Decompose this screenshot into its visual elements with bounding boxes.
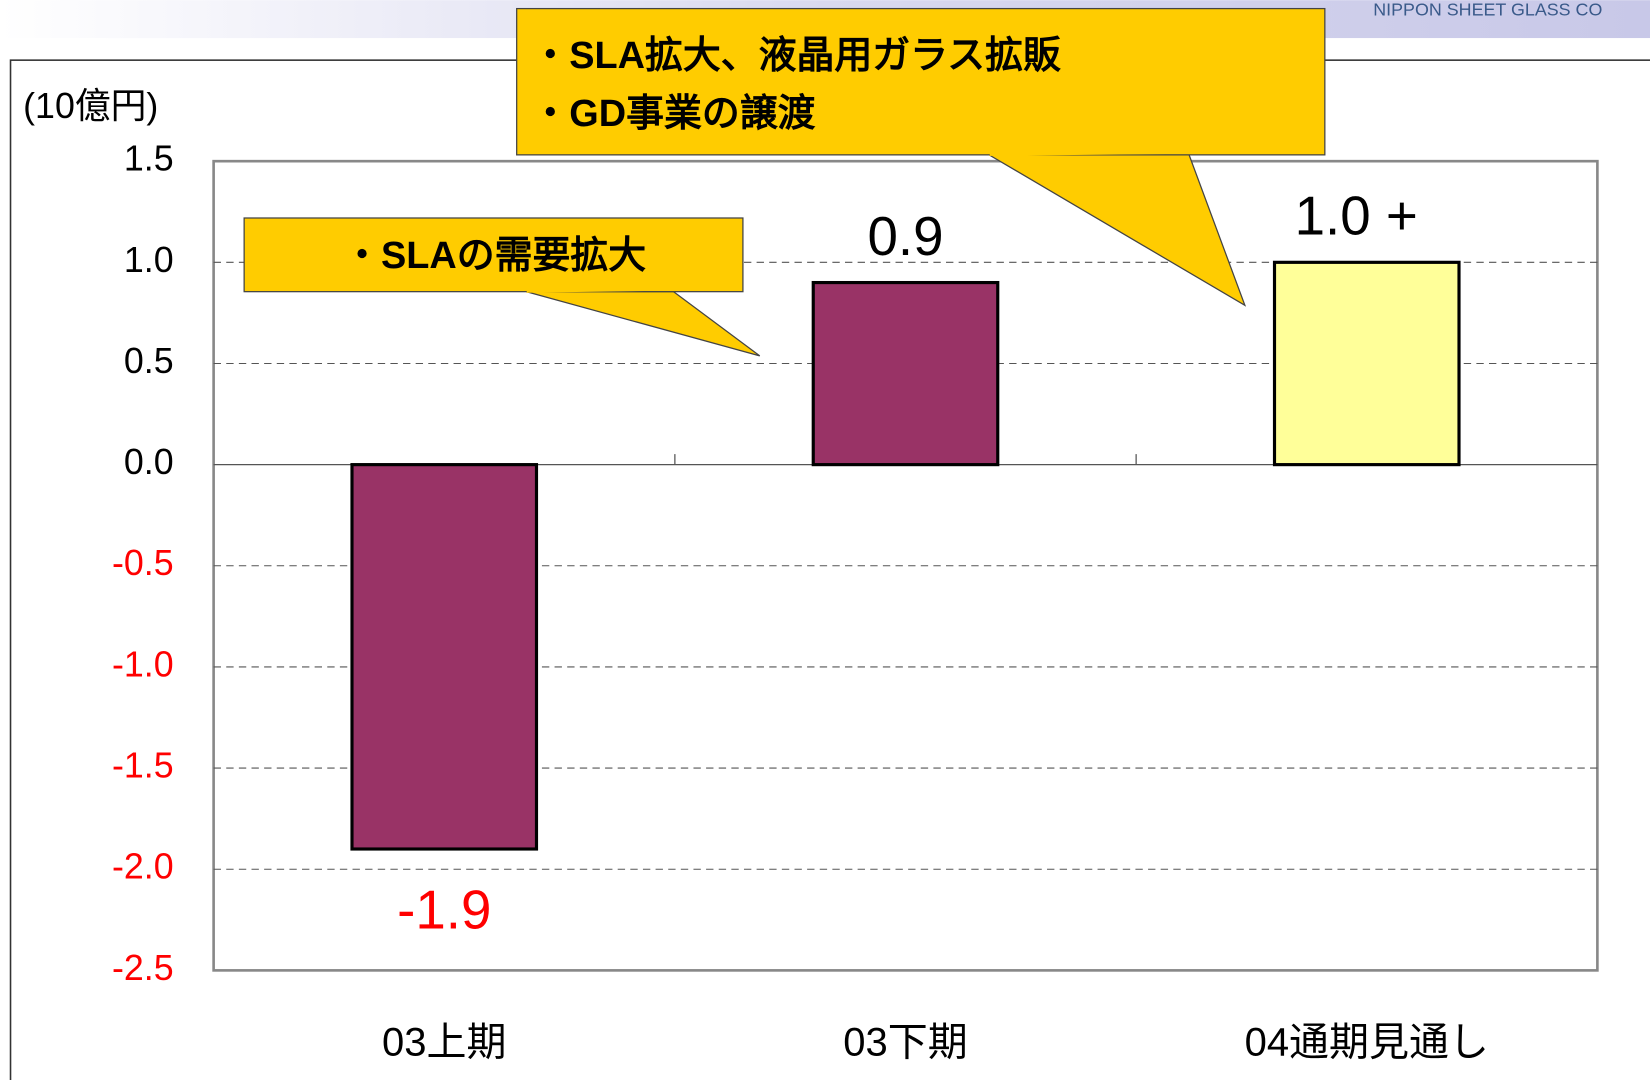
y-tick-label: -1.0 bbox=[112, 644, 174, 684]
header-text: NIPPON SHEET GLASS CO bbox=[1373, 0, 1602, 19]
y-tick-label: -0.5 bbox=[112, 543, 174, 583]
y-tick-label: -2.5 bbox=[112, 948, 174, 988]
callout-1: ・SLAの需要拡大 bbox=[243, 217, 761, 357]
y-tick-label: -2.0 bbox=[112, 847, 174, 887]
callout-2: ・SLA拡大、液晶用ガラス拡販 ・GD事業の譲渡 bbox=[516, 7, 1326, 307]
bar bbox=[350, 463, 539, 851]
value-label: 0.9 bbox=[867, 205, 943, 267]
y-tick-label: 1.0 bbox=[124, 240, 174, 280]
value-label: 1.0 + bbox=[1295, 185, 1418, 247]
y-tick-label: 0.5 bbox=[124, 341, 174, 381]
x-tick-label: 03上期 bbox=[382, 1021, 506, 1065]
callout-text: ・GD事業の譲渡 bbox=[531, 93, 815, 135]
bar bbox=[811, 280, 1000, 467]
bar bbox=[1272, 260, 1461, 467]
y-tick-label: -1.5 bbox=[112, 746, 174, 786]
callout-box bbox=[516, 7, 1326, 156]
value-label: -1.9 bbox=[397, 879, 491, 941]
y-tick-label: 1.5 bbox=[124, 139, 174, 179]
callout-box bbox=[243, 217, 744, 293]
callout-text: ・SLAの需要拡大 bbox=[343, 235, 646, 277]
callout-text: ・SLA拡大、液晶用ガラス拡販 bbox=[531, 35, 1061, 77]
y-tick-label: 0.0 bbox=[124, 442, 174, 482]
x-tick-label: 03下期 bbox=[843, 1021, 967, 1065]
x-tick-label: 04通期見通し bbox=[1245, 1021, 1489, 1065]
plot: 1.5 1.0 0.5 0.0 -0.5 -1.0 -1.5 -2.0 -2.5 03上期 -1.9… bbox=[112, 139, 1599, 1065]
y-axis-label: (10億円) bbox=[23, 86, 158, 126]
